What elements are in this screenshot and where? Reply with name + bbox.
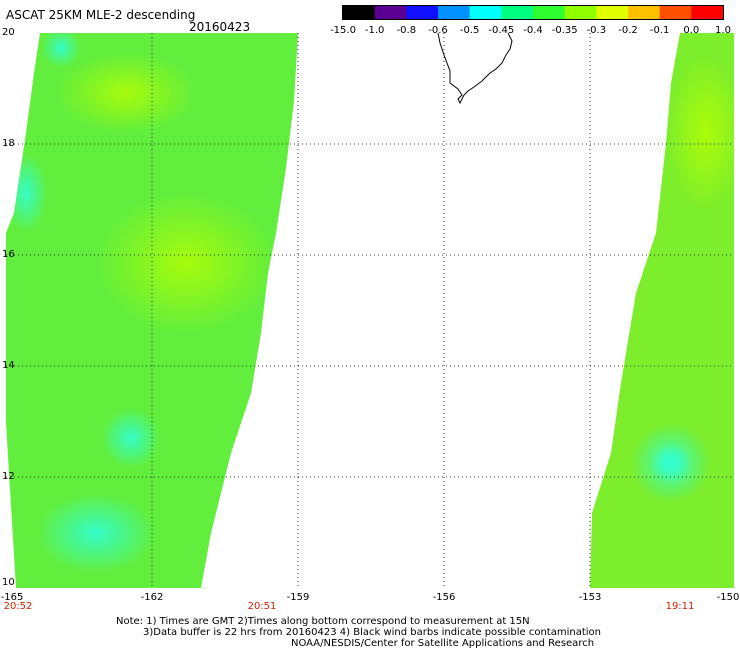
color-scale-label: -0.6 bbox=[428, 25, 448, 36]
color-scale-segment bbox=[533, 6, 566, 19]
color-scale-label: -0.1 bbox=[649, 25, 670, 36]
swath-time-label: 19:11 bbox=[665, 601, 695, 612]
swath-time-label: 20:52 bbox=[3, 601, 33, 612]
color-scale-segment bbox=[659, 6, 692, 19]
color-scale-label: -0.45 bbox=[488, 25, 515, 36]
latitude-label: 20 bbox=[2, 27, 15, 38]
product-date: 20160423 bbox=[189, 20, 251, 34]
color-scale-label: 1.0 bbox=[715, 25, 731, 36]
longitude-label: -153 bbox=[578, 592, 602, 603]
color-scale-segment bbox=[343, 6, 376, 19]
color-scale-label: -0.5 bbox=[459, 25, 480, 36]
graticule bbox=[6, 33, 734, 588]
color-scale-segment bbox=[628, 6, 661, 19]
wind-swath-map bbox=[6, 33, 734, 588]
color-scale-bar bbox=[342, 5, 724, 20]
color-scale-label: -0.2 bbox=[618, 25, 638, 36]
color-scale-label: -0.3 bbox=[586, 25, 607, 36]
color-scale-label: -0.4 bbox=[523, 25, 543, 36]
footer-credit: NOAA/NESDIS/Center for Satellite Applica… bbox=[291, 638, 595, 649]
longitude-label: -165 bbox=[0, 592, 24, 603]
longitude-label: -156 bbox=[432, 592, 456, 603]
west-swath bbox=[6, 33, 298, 588]
product-title: ASCAT 25KM MLE-2 descending bbox=[6, 8, 196, 22]
color-scale-label: -1.0 bbox=[364, 25, 385, 36]
color-scale-segment bbox=[501, 6, 534, 19]
latitude-label: 18 bbox=[2, 138, 15, 149]
color-scale-segment bbox=[374, 6, 407, 19]
color-scale-label: 0.0 bbox=[683, 25, 700, 36]
color-scale-segment bbox=[691, 6, 723, 19]
swath-time-label: 20:51 bbox=[247, 601, 277, 612]
latitude-label: 12 bbox=[2, 471, 15, 482]
color-scale-label: -0.35 bbox=[551, 25, 578, 36]
footer-note-2: 3)Data buffer is 22 hrs from 20160423 4)… bbox=[143, 627, 601, 638]
color-scale-segment bbox=[564, 6, 597, 19]
latitude-label: 10 bbox=[2, 577, 15, 588]
longitude-label: -150 bbox=[716, 592, 740, 603]
color-scale-label: -0.8 bbox=[396, 25, 417, 36]
footer-note-1: Note: 1) Times are GMT 2)Times along bot… bbox=[116, 616, 530, 627]
latitude-label: 16 bbox=[2, 249, 15, 260]
color-scale-segment bbox=[469, 6, 502, 19]
east-swath bbox=[590, 33, 734, 588]
color-scale-segment bbox=[438, 6, 471, 19]
color-scale-segment bbox=[406, 6, 439, 19]
longitude-label: -159 bbox=[286, 592, 310, 603]
latitude-label: 14 bbox=[2, 360, 15, 371]
color-scale-label: -15.0 bbox=[330, 25, 356, 36]
island-coastline bbox=[437, 33, 513, 105]
color-scale-segment bbox=[596, 6, 629, 19]
longitude-label: -162 bbox=[140, 592, 164, 603]
